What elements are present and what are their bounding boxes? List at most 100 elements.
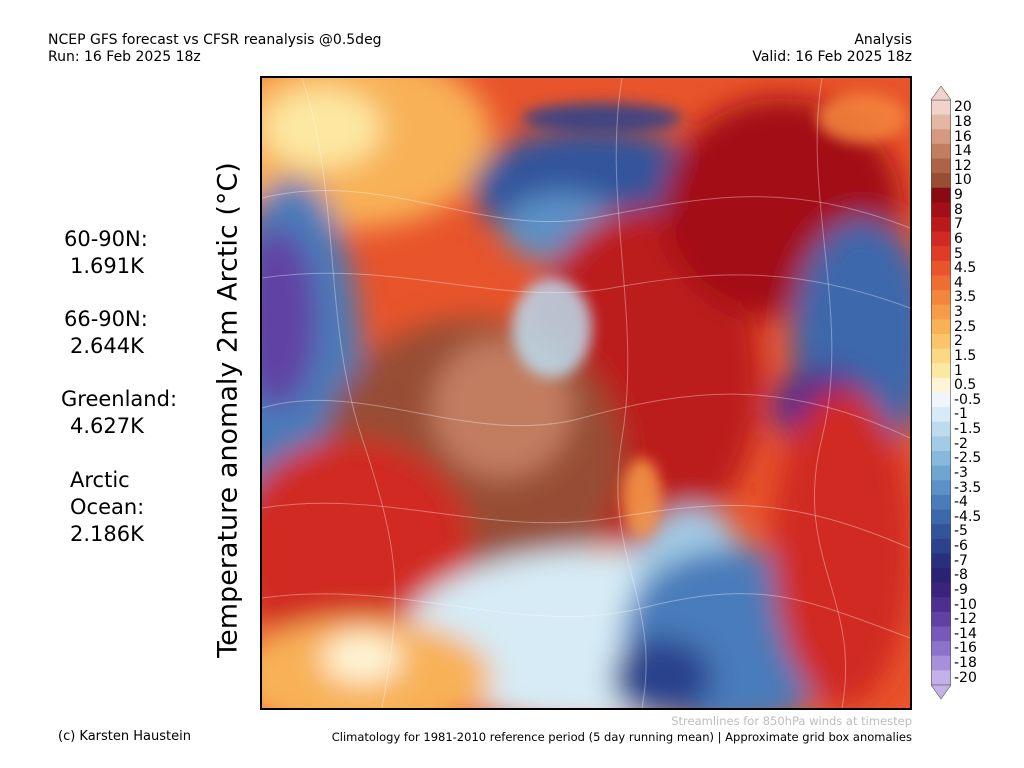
colorbar-tick-label: -12 [954, 611, 977, 628]
colorbar [931, 86, 951, 700]
colorbar-tick-label: -0.5 [954, 391, 982, 408]
colorbar-tick-label: -1 [954, 406, 968, 423]
stat-label-66-90n: 66-90N: [64, 307, 148, 331]
stat-label-arctic-ocean: Arctic Ocean: [70, 468, 145, 519]
colorbar-tick-label: 8 [954, 201, 963, 218]
colorbar-tick-label: -1.5 [954, 421, 982, 438]
colorbar-tick-label: 18 [954, 113, 972, 130]
map-title: NCEP GFS forecast vs CFSR reanalysis @0.… [48, 32, 382, 48]
colorbar-tick-label: -8 [954, 567, 968, 584]
stat-value-66-90n: 2.644K [70, 334, 144, 358]
valid-time: Valid: 16 Feb 2025 18z [752, 49, 912, 65]
stat-value-arctic-ocean: 2.186K [70, 522, 144, 546]
colorbar-tick-label: -18 [954, 655, 977, 672]
stat-label-60-90n: 60-90N: [64, 227, 148, 251]
colorbar-swatch [931, 260, 951, 276]
colorbar-swatch [931, 436, 951, 452]
colorbar-swatch [931, 173, 951, 189]
colorbar-tick-label: 4 [954, 274, 963, 291]
colorbar-tick-label: 2.5 [954, 318, 977, 335]
colorbar-tick-label: -16 [954, 640, 977, 657]
stat-label-greenland: Greenland: [61, 387, 178, 411]
colorbar-swatch [931, 641, 951, 657]
colorbar-tick-label: 0.5 [954, 377, 977, 394]
colorbar-swatch [931, 611, 951, 627]
colorbar-tick-label: 5 [954, 245, 963, 262]
anomaly-field [262, 78, 910, 708]
colorbar-swatch [931, 143, 951, 159]
colorbar-tick-label: -9 [954, 581, 968, 598]
colorbar-tick-label: 2 [954, 333, 963, 350]
colorbar-swatch [931, 451, 951, 467]
colorbar-swatch [931, 407, 951, 423]
colorbar-tick-label: -3.5 [954, 479, 982, 496]
colorbar-tick-label: -7 [954, 552, 968, 569]
colorbar-swatch [931, 509, 951, 525]
colorbar-swatch [931, 114, 951, 130]
colorbar-swatch [931, 480, 951, 496]
colorbar-swatch [931, 290, 951, 306]
colorbar-swatch [931, 655, 951, 671]
colorbar-tick-label: 1 [954, 362, 963, 379]
colorbar-swatch [931, 275, 951, 291]
colorbar-tick-label: 10 [954, 172, 972, 189]
colorbar-swatch [931, 202, 951, 218]
colorbar-tick-label: -20 [954, 669, 977, 686]
stat-value-greenland: 4.627K [70, 414, 144, 438]
colorbar-swatch [931, 348, 951, 364]
climatology-note: Climatology for 1981-2010 reference peri… [331, 730, 912, 744]
colorbar-tick-label: -14 [954, 625, 977, 642]
colorbar-tick-label: 20 [954, 99, 972, 116]
colorbar-swatch [931, 553, 951, 569]
colorbar-swatch [931, 246, 951, 262]
colorbar-swatch [931, 582, 951, 598]
y-axis-label: Temperature anomaly 2m Arctic (°C) [212, 162, 244, 658]
colorbar-tick-label: 6 [954, 230, 963, 247]
colorbar-swatch [931, 626, 951, 642]
colorbar-swatch [931, 421, 951, 437]
colorbar-tick-label: 3.5 [954, 289, 977, 306]
colorbar-tick-label: -2.5 [954, 450, 982, 467]
colorbar-tick-label: 9 [954, 187, 963, 204]
mode-label: Analysis [854, 32, 912, 48]
colorbar-tick-label: -4 [954, 494, 968, 511]
colorbar-swatch [931, 597, 951, 613]
colorbar-tick-label: 14 [954, 143, 972, 160]
colorbar-swatch [931, 363, 951, 379]
colorbar-swatch [931, 217, 951, 233]
colorbar-swatch [931, 670, 951, 686]
colorbar-tick-label: 3 [954, 304, 963, 321]
colorbar-swatch [931, 494, 951, 510]
colorbar-swatch [931, 524, 951, 540]
colorbar-swatch [931, 465, 951, 481]
colorbar-bottom-arrow [931, 684, 951, 700]
streamlines-note: Streamlines for 850hPa winds at timestep [671, 714, 912, 728]
colorbar-swatch [931, 538, 951, 554]
colorbar-tick-label: 4.5 [954, 260, 977, 277]
colorbar-swatch [931, 129, 951, 145]
colorbar-swatch [931, 231, 951, 247]
anomaly-map [260, 76, 912, 710]
colorbar-swatch [931, 377, 951, 393]
colorbar-tick-label: 16 [954, 128, 972, 145]
colorbar-tick-label: -5 [954, 523, 968, 540]
credit: (c) Karsten Haustein [58, 729, 191, 744]
colorbar-swatch [931, 187, 951, 203]
colorbar-top-arrow [931, 86, 951, 101]
colorbar-tick-label: 7 [954, 216, 963, 233]
colorbar-swatch [931, 304, 951, 320]
run-time: Run: 16 Feb 2025 18z [48, 49, 201, 65]
colorbar-tick-label: -2 [954, 435, 968, 452]
colorbar-swatch [931, 568, 951, 584]
colorbar-swatch [931, 392, 951, 408]
colorbar-tick-label: -4.5 [954, 508, 982, 525]
colorbar-tick-label: 1.5 [954, 347, 977, 364]
colorbar-swatch [931, 334, 951, 350]
colorbar-swatch [931, 319, 951, 335]
colorbar-swatch [931, 100, 951, 116]
stat-value-60-90n: 1.691K [70, 254, 144, 278]
colorbar-tick-label: -3 [954, 464, 968, 481]
colorbar-tick-label: -6 [954, 538, 968, 555]
colorbar-swatch [931, 158, 951, 174]
colorbar-tick-label: 12 [954, 157, 972, 174]
